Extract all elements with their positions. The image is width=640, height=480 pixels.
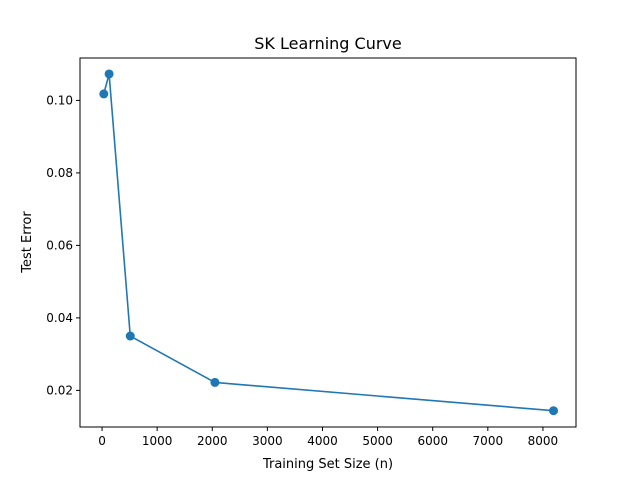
- y-tick-label: 0.06: [46, 238, 73, 252]
- x-tick-label: 7000: [473, 434, 504, 448]
- data-point: [104, 69, 114, 79]
- x-axis-label: Training Set Size (n): [262, 457, 393, 472]
- x-tick-label: 1000: [142, 434, 173, 448]
- x-tick-label: 6000: [417, 434, 448, 448]
- x-tick-label: 2000: [197, 434, 228, 448]
- y-tick-label: 0.10: [46, 93, 73, 107]
- chart-title: SK Learning Curve: [254, 34, 401, 53]
- data-point: [549, 406, 559, 416]
- y-tick-label: 0.02: [46, 383, 73, 397]
- x-tick-label: 4000: [307, 434, 338, 448]
- y-tick-label: 0.08: [46, 166, 73, 180]
- x-tick-label: 3000: [252, 434, 283, 448]
- y-axis-label: Test Error: [20, 211, 35, 274]
- data-point: [125, 331, 135, 341]
- data-point: [210, 377, 220, 387]
- plot-area: 0 1000 2000 3000 4000 5000 6000 7000 8000 0.02 0.0…: [46, 69, 558, 448]
- x-tick-label: 5000: [362, 434, 393, 448]
- data-point: [99, 89, 109, 99]
- x-tick-label: 0: [98, 434, 106, 448]
- axes-frame: [79, 57, 577, 428]
- y-tick-label: 0.04: [46, 311, 73, 325]
- x-tick-label: 8000: [528, 434, 559, 448]
